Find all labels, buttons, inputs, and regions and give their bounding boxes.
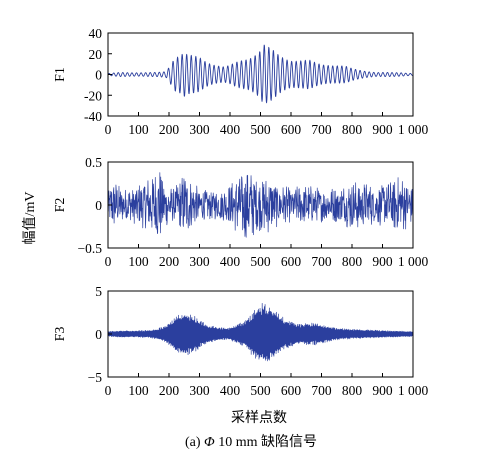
x-tick-label: 200 (159, 383, 180, 398)
x-tick-label: 900 (372, 383, 393, 398)
panel-y-label-f2: F2 (53, 198, 68, 213)
x-tick-label: 600 (281, 383, 302, 398)
x-tick-label: 700 (311, 122, 332, 137)
signal-line-f3 (107, 302, 414, 362)
x-tick-label: 800 (342, 383, 363, 398)
x-tick-label: 400 (220, 254, 241, 269)
x-tick-label: 900 (372, 122, 393, 137)
y-tick-label: 0.5 (85, 155, 102, 170)
x-tick-label: 1 000 (398, 383, 429, 398)
x-tick-label: 1 000 (398, 122, 429, 137)
x-tick-label: 1 000 (398, 254, 429, 269)
x-tick-label: 800 (342, 122, 363, 137)
y-tick-label: -40 (84, 109, 102, 124)
shared-y-axis-label: 幅值/mV (22, 192, 38, 245)
caption-prefix: (a) (185, 435, 204, 450)
panel-2: 0 100 200 300 400 500 600 700 800 900 1 0000.50−0.… (53, 155, 428, 269)
shared-x-axis-label: 采样点数 (231, 410, 287, 426)
x-tick-label: 400 (220, 383, 241, 398)
panel-y-label-f1: F1 (53, 67, 68, 82)
x-tick-label: 800 (342, 254, 363, 269)
x-tick-label: 200 (159, 122, 180, 137)
x-tick-label: 700 (311, 383, 332, 398)
x-tick-label: 0 (105, 254, 112, 269)
x-tick-label: 400 (220, 122, 241, 137)
caption-symbol: Φ (204, 435, 215, 450)
y-tick-label: −5 (88, 370, 103, 385)
x-tick-label: 500 (250, 122, 271, 137)
figure-caption: (a) Φ 10 mm 缺陷信号 (185, 434, 317, 450)
x-tick-label: 100 (128, 122, 149, 137)
x-tick-label: 500 (250, 383, 271, 398)
signal-line-f1 (107, 44, 414, 104)
x-tick-label: 700 (311, 254, 332, 269)
signal-line-f2 (107, 172, 414, 238)
x-tick-label: 100 (128, 383, 149, 398)
y-tick-label: -20 (84, 88, 102, 103)
panel-y-label-f3: F3 (53, 327, 68, 342)
x-tick-label: 600 (281, 254, 302, 269)
y-tick-label: 40 (89, 26, 103, 41)
x-tick-label: 600 (281, 122, 302, 137)
y-tick-label: 0 (95, 68, 102, 83)
y-tick-label: 5 (95, 284, 102, 299)
x-tick-label: 900 (372, 254, 393, 269)
x-tick-label: 100 (128, 254, 149, 269)
x-tick-label: 300 (189, 122, 210, 137)
x-tick-label: 500 (250, 254, 271, 269)
y-tick-label: −0.5 (78, 241, 103, 256)
x-tick-label: 0 (105, 122, 112, 137)
x-tick-label: 300 (189, 383, 210, 398)
caption-rest: 10 mm 缺陷信号 (218, 434, 317, 450)
y-tick-label: 0 (95, 327, 102, 342)
x-tick-label: 300 (189, 254, 210, 269)
x-tick-label: 0 (105, 383, 112, 398)
x-tick-label: 200 (159, 254, 180, 269)
y-tick-label: 20 (89, 47, 103, 62)
panel-1: 0 100 200 300 400 500 600 700 800 900 1 00040200-2… (53, 26, 428, 137)
y-tick-label: 0 (95, 198, 102, 213)
